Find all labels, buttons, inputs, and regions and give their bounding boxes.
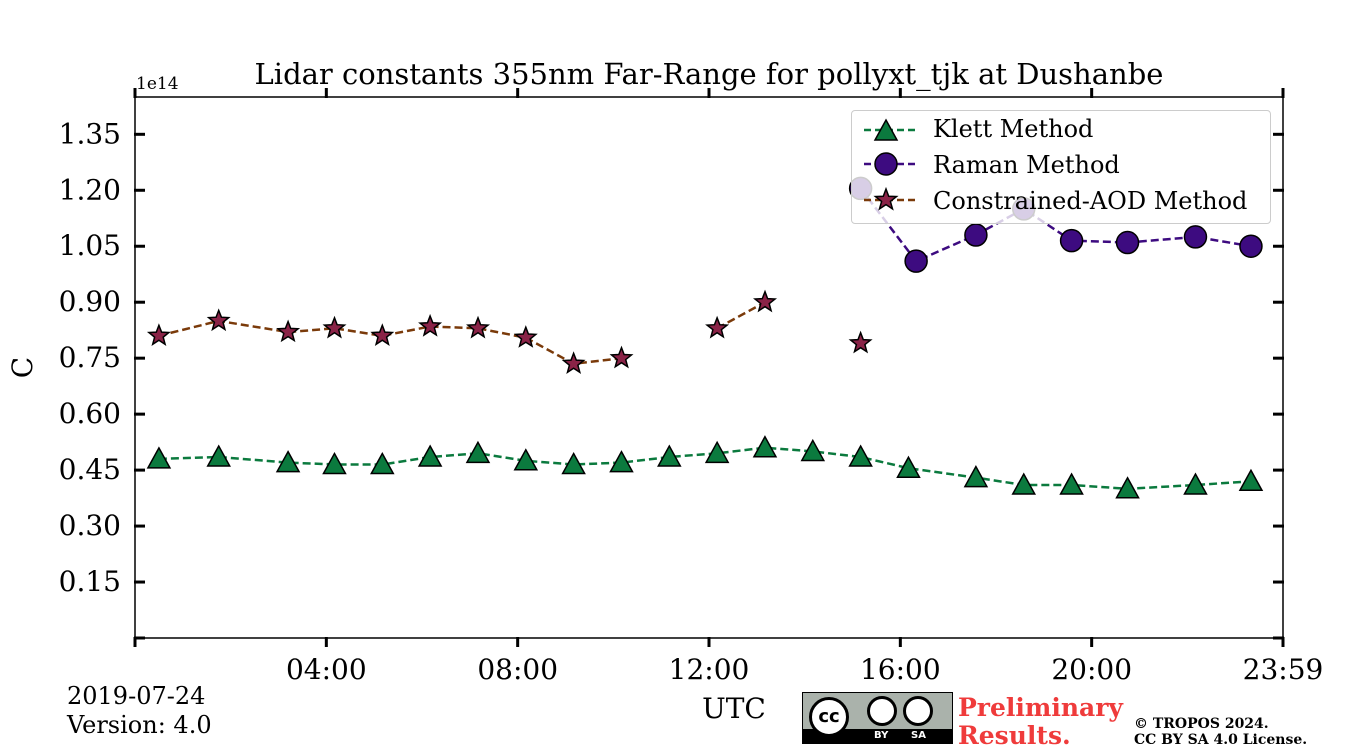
- klett-point: [561, 451, 586, 475]
- constrained-aod-point: [705, 315, 730, 339]
- y-offset-label: 1e14: [136, 74, 179, 94]
- y-tick-label: 0.45: [59, 453, 121, 486]
- raman-point: [1239, 234, 1263, 258]
- series-line-2: [158, 319, 622, 366]
- constrained-aod-point: [513, 325, 538, 348]
- klett-point: [513, 448, 539, 471]
- constrained-aod-point: [848, 330, 873, 354]
- klett-point: [275, 450, 301, 473]
- x-tick-label: 16:00: [860, 653, 941, 686]
- legend-item-raman: Raman Method: [852, 149, 1270, 179]
- legend-marker-raman: [864, 152, 918, 176]
- x-tick-label: 08:00: [477, 653, 558, 686]
- copyright-line-1: © TROPOS 2024.: [1134, 716, 1269, 732]
- preliminary-notice: Preliminary Results.: [958, 694, 1123, 750]
- klett-point: [322, 451, 347, 475]
- constrained-aod-point: [146, 323, 171, 346]
- preliminary-line-1: Preliminary: [958, 693, 1123, 722]
- klett-point: [752, 435, 778, 458]
- copyright-notice: © TROPOS 2024. CC BY SA 4.0 License.: [1134, 716, 1307, 748]
- x-tick-label: 20:00: [1051, 653, 1132, 686]
- series-line-2: [716, 301, 766, 330]
- klett-point: [1115, 476, 1140, 499]
- klett-point: [848, 444, 873, 467]
- series-line-0: [158, 446, 1252, 491]
- klett-point: [609, 450, 634, 473]
- legend-marker-constrained-aod: [864, 186, 918, 211]
- x-tick-label: 23:59: [1243, 653, 1324, 686]
- raman-point: [964, 223, 988, 247]
- y-tick-label: 0.75: [59, 341, 121, 374]
- klett-point: [1183, 472, 1208, 495]
- footer-version: Version: 4.0: [67, 711, 212, 739]
- klett-point: [704, 440, 730, 464]
- y-tick-label: 0.30: [59, 509, 121, 542]
- klett-point: [370, 451, 395, 475]
- cc-license-badge: cc BY SA: [802, 692, 953, 744]
- y-tick-label: 1.20: [59, 173, 121, 206]
- legend-marker-klett: [864, 118, 918, 141]
- cc-logo-icon: cc: [809, 697, 849, 737]
- chart-title: Lidar constants 355nm Far-Range for poll…: [254, 57, 1164, 91]
- legend-item-klett: Klett Method: [852, 113, 1270, 143]
- x-axis-label: UTC: [702, 692, 766, 725]
- y-tick-label: 1.05: [59, 229, 121, 262]
- klett-point: [417, 444, 443, 467]
- constrained-aod-point: [418, 313, 443, 337]
- klett-point: [1059, 472, 1084, 495]
- y-tick-label: 0.60: [59, 397, 121, 430]
- cc-by-person-icon: [867, 696, 897, 726]
- klett-point: [1238, 468, 1264, 492]
- constrained-aod-point: [206, 308, 231, 332]
- constrained-aod-point: [276, 319, 301, 343]
- y-tick-label: 0.15: [59, 565, 121, 598]
- raman-point: [1059, 228, 1084, 253]
- klett-point: [146, 446, 172, 469]
- copyright-line-2: CC BY SA 4.0 License.: [1134, 732, 1308, 748]
- legend: Klett Method Raman Method Constrained-AO…: [851, 110, 1271, 224]
- raman-point: [1115, 230, 1140, 255]
- cc-sa-label: SA: [911, 730, 926, 741]
- preliminary-line-2: Results.: [958, 721, 1071, 750]
- x-tick-label: 04:00: [286, 653, 367, 686]
- cc-share-alike-icon: [903, 696, 933, 726]
- x-tick-label: 12:00: [669, 653, 750, 686]
- klett-point: [657, 444, 682, 467]
- raman-point: [1183, 225, 1208, 249]
- constrained-aod-point: [466, 315, 491, 339]
- constrained-aod-point: [609, 345, 634, 369]
- constrained-aod-point: [370, 323, 395, 346]
- klett-point: [206, 444, 231, 467]
- legend-label-constrained-aod: Constrained-AOD Method: [933, 187, 1248, 215]
- klett-point: [1011, 472, 1037, 495]
- legend-label-klett: Klett Method: [933, 115, 1094, 143]
- klett-point: [896, 455, 921, 478]
- klett-point: [800, 438, 826, 462]
- klett-point: [465, 440, 491, 464]
- legend-label-raman: Raman Method: [933, 151, 1120, 179]
- constrained-aod-point: [322, 315, 347, 339]
- y-tick-label: 1.35: [59, 117, 121, 150]
- constrained-aod-point: [753, 289, 778, 313]
- raman-point: [904, 249, 928, 273]
- y-axis-label: C: [6, 357, 39, 378]
- cc-by-label: BY: [874, 730, 889, 741]
- klett-point: [963, 465, 989, 488]
- y-tick-label: 0.90: [59, 285, 121, 318]
- constrained-aod-point: [561, 351, 586, 375]
- footer-date: 2019-07-24: [67, 682, 206, 710]
- legend-item-constrained-aod: Constrained-AOD Method: [852, 185, 1270, 215]
